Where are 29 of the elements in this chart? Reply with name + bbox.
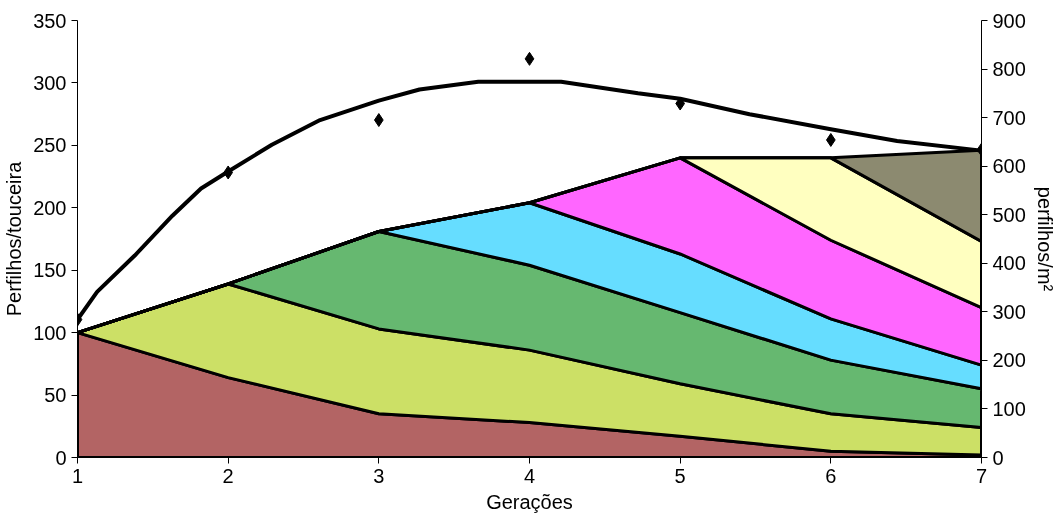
x-tick-label: 7 xyxy=(975,464,988,487)
y2-tick-label: 700 xyxy=(992,106,1026,129)
y2-tick-label: 0 xyxy=(992,446,1004,469)
y-tick-label: 100 xyxy=(33,321,67,344)
y2-tick-label: 900 xyxy=(992,9,1026,32)
x-tick-label: 4 xyxy=(523,464,536,487)
y-tick-label: 250 xyxy=(33,134,67,157)
x-axis-title: Gerações xyxy=(486,490,573,513)
x-tick-label: 5 xyxy=(674,464,686,487)
y2-tick-label: 100 xyxy=(992,397,1026,420)
x-tick-label: 3 xyxy=(373,464,385,487)
x-tick-label: 1 xyxy=(71,464,84,487)
y-tick-label: 350 xyxy=(33,9,67,32)
y-axis-title: Perfilhos/touceira xyxy=(3,160,26,317)
point xyxy=(524,51,535,66)
y2-tick-label: 300 xyxy=(992,300,1026,323)
y2-axis-title: perfilhos/m² xyxy=(1033,186,1056,292)
y2-tick-label: 200 xyxy=(992,349,1026,372)
y-tick-label: 200 xyxy=(33,196,67,219)
x-tick-label: 2 xyxy=(222,464,234,487)
x-tick-label: 6 xyxy=(825,464,837,487)
y-tick-label: 300 xyxy=(33,71,67,94)
y2-tick-label: 400 xyxy=(992,252,1026,275)
y-tick-label: 150 xyxy=(33,259,67,282)
y2-tick-label: 600 xyxy=(992,155,1026,178)
y2-tick-label: 800 xyxy=(992,58,1026,81)
y2-tick-label: 500 xyxy=(992,203,1026,226)
y-tick-label: 50 xyxy=(44,384,67,407)
y-tick-label: 0 xyxy=(55,446,67,469)
